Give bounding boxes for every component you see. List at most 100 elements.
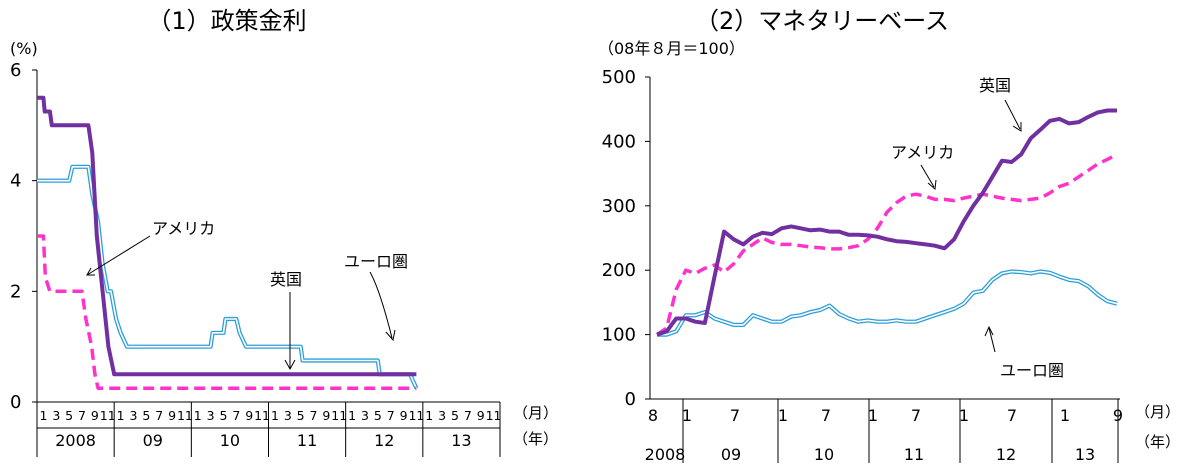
annotation-us-arrow [86,235,151,276]
x-tick-label: 11 [100,408,116,423]
y-tick-label: 300 [602,196,636,217]
x-tick-label: 9 [168,408,176,423]
x-tick-label: 1 [778,406,788,425]
x-tick-label: 5 [297,408,305,423]
x-year-label: 10 [814,445,834,464]
y-tick-label: 4 [10,171,21,192]
x-tick-label: 3 [207,408,215,423]
y-unit-label: (%) [10,39,38,58]
x-tick-label: 11 [486,408,502,423]
x-tick-label: 7 [821,406,831,425]
x-tick-label: 1 [194,408,202,423]
x-tick-label: 7 [730,406,740,425]
annotation-euro-arrow [369,271,393,339]
x-tick-label: 7 [387,408,395,423]
x-year-label: 2008 [645,445,686,464]
x-year-label: 13 [1075,445,1095,464]
x-tick-label: 1 [271,408,279,423]
x-tick-label: 5 [451,408,459,423]
x-tick-label: 11 [254,408,270,423]
chart-title: （1）政策金利 [147,7,306,35]
x-unit-month: （月） [513,404,558,422]
x-tick-label: 1 [117,408,125,423]
x-tick-label: 7 [1007,406,1017,425]
chart-title: （2）マネタリーベース [695,7,949,35]
y-tick-label: 0 [10,392,21,413]
x-year-label: 09 [721,445,741,464]
y-unit-label: （08年８月＝100） [598,39,745,58]
annotation-euro-arrowhead [385,329,396,342]
x-tick-label: 3 [438,408,446,423]
y-tick-label: 200 [602,260,636,281]
x-tick-label: 5 [374,408,382,423]
series-line-euro [657,269,1118,337]
x-tick-label: 3 [52,408,60,423]
x-tick-label: 9 [245,408,253,423]
x-year-label: 12 [374,431,394,450]
x-tick-label: 5 [142,408,150,423]
x-tick-label: 11 [331,408,347,423]
x-tick-label: 11 [177,408,193,423]
annotation-uk-arrowhead [1012,122,1022,132]
x-tick-label: 7 [232,408,240,423]
y-tick-label: 100 [602,325,636,346]
x-tick-label: 11 [408,408,424,423]
annotation-us: アメリカ [891,143,954,162]
x-tick-label: 7 [310,408,318,423]
y-tick-label: 2 [10,281,21,302]
x-tick-label: 7 [78,408,86,423]
x-tick-label: 8 [648,406,658,425]
y-ticks: 0 2 4 6 [10,60,37,413]
x-tick-label: 1 [1060,406,1070,425]
x-tick-label: 3 [129,408,137,423]
annotation-uk-arrowhead [284,359,296,371]
y-ticks: 0 100 200 300 400 500 [602,67,650,410]
y-tick-label: 6 [10,60,21,81]
x-tick-label: 1 [682,406,692,425]
x-tick-label: 9 [91,408,99,423]
x-unit-year: （年） [1135,433,1180,451]
x-tick-label: 1 [425,408,433,423]
series-line-euro-inner [37,166,418,389]
x-unit-year: （年） [513,430,558,448]
x-tick-label: 1 [868,406,878,425]
annotation-us-arrowhead [927,179,937,190]
annotation-uk-arrow [1004,99,1021,130]
x-year-label: 12 [996,445,1016,464]
x-year-label: 11 [297,431,317,450]
series-lines [37,95,419,390]
x-tick-label: 9 [400,408,408,423]
x-tick-label: 7 [911,406,921,425]
x-tick-label: 3 [284,408,292,423]
x-tick-label: 1 [39,408,47,423]
series-line-euro-inner [657,270,1118,336]
y-tick-label: 500 [602,67,636,88]
x-tick-label: 5 [65,408,73,423]
x-tick-label: 1 [959,406,969,425]
y-tick-label: 0 [625,389,636,410]
x-year-label: 10 [220,431,240,450]
annotation-uk: 英国 [270,270,302,289]
x-year-label: 11 [904,445,924,464]
x-year-label: 13 [451,431,471,450]
series-line-us [656,152,1118,337]
annotation-us-arrow [920,164,935,188]
x-tick-label: 9 [477,408,485,423]
annotation-euro-arrow [988,327,996,353]
y-tick-label: 400 [602,131,636,152]
annotation-uk: 英国 [979,76,1011,95]
chart-monetary-base: （2）マネタリーベース （08年８月＝100） 0 100 200 300 400 500… [598,7,1180,464]
x-tick-label: 9 [322,408,330,423]
annotation-euro: ユーロ圏 [1000,361,1064,380]
x-unit-month: （月） [1135,403,1180,421]
annotation-euro: ユーロ圏 [344,252,408,271]
annotation-euro-arrowhead [984,325,994,337]
series-lines [656,108,1118,337]
x-year-label: 09 [143,431,163,450]
x-ticks: 1 3 5 7 9 11 1 3 5 7 9 11 1 3 5 7 9 11 1 3 5 7 9 11 1 3 5 7 9 11 1 3 5 7 9… [39,402,502,457]
series-line-uk [656,108,1117,337]
series-line-us [37,234,417,390]
